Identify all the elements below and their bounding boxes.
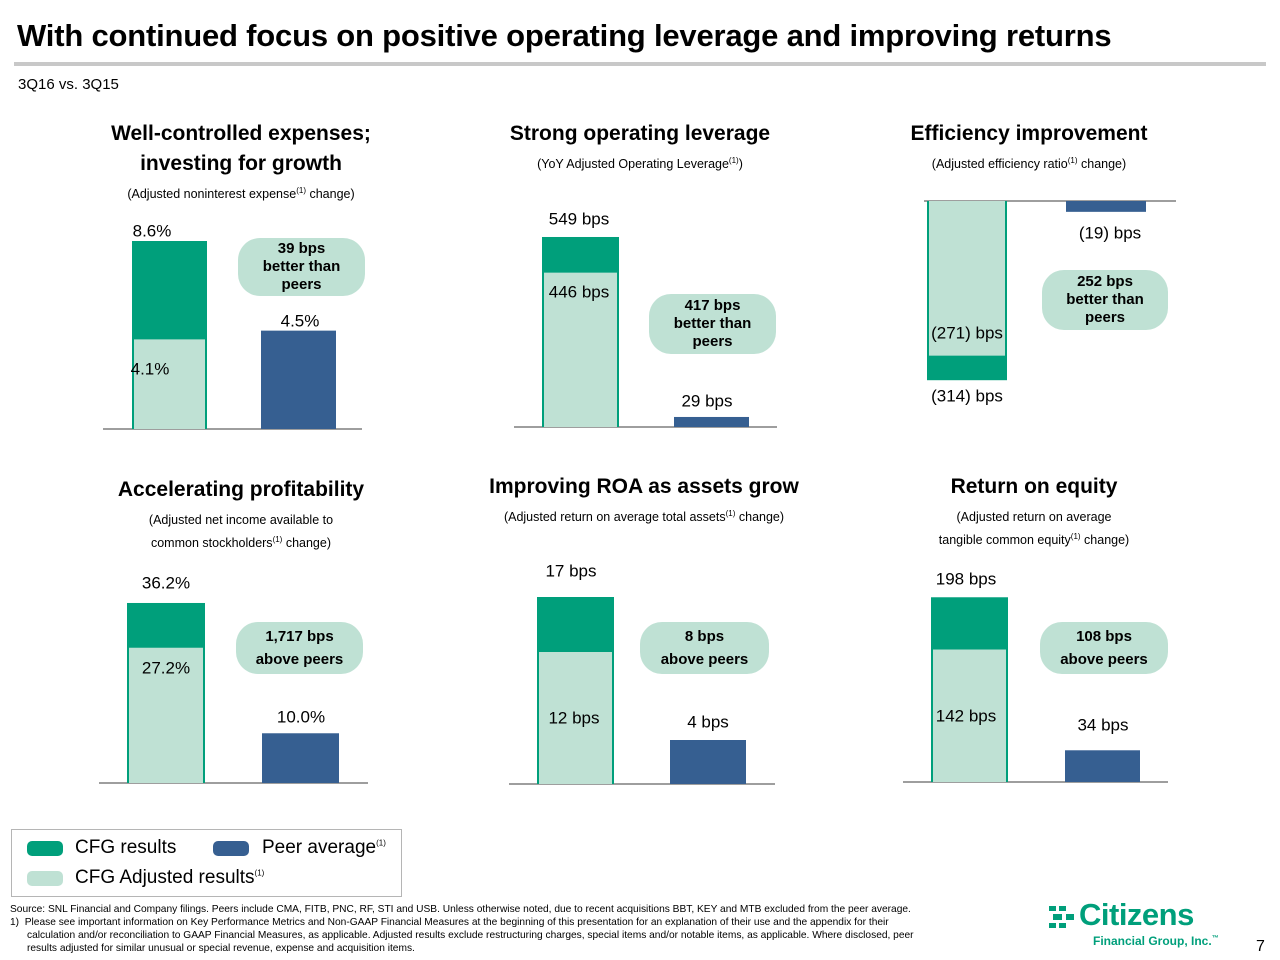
panel-title: Accelerating profitability: [0, 475, 491, 505]
title-divider: [14, 62, 1266, 66]
panel-subtitle-line: tangible common equity(1) change): [938, 532, 1130, 548]
legend-label-adjusted: CFG Adjusted results(1): [75, 867, 265, 888]
panel-subtitle: (Adjusted noninterest expense(1) change): [0, 181, 491, 204]
data-label-cfg-adjusted: 142 bps: [936, 706, 997, 725]
comparison-pill: 8 bps above peers: [640, 622, 769, 674]
legend-swatch-peer: [213, 841, 249, 856]
data-label-peer-average: 10.0%: [277, 707, 325, 726]
data-label-cfg-results: 17 bps: [545, 561, 596, 580]
comparison-pill: 252 bps better than peers: [1042, 270, 1168, 330]
pill-line: above peers: [660, 651, 749, 668]
legend-swatch-cfg: [27, 841, 63, 856]
pill-line: 252 bps: [1077, 273, 1133, 290]
bar-peer-average: [262, 733, 339, 783]
data-label-cfg-adjusted: (271) bps: [931, 323, 1003, 342]
bar-peer-average: [261, 330, 336, 429]
panel-title-line: Accelerating profitability: [117, 478, 365, 501]
citizens-logo-icon: [1049, 906, 1074, 928]
footnote-line: calculation and/or reconciliation to GAA…: [10, 930, 914, 941]
panel-subtitle-line: (Adjusted noninterest expense(1) change): [127, 186, 355, 202]
period-label: 3Q16 vs. 3Q15: [18, 76, 119, 93]
data-label-cfg-results: 198 bps: [936, 569, 997, 588]
panel-subtitle: (Adjusted return on average tangible comm…: [784, 504, 1280, 550]
comparison-pill: 108 bps above peers: [1040, 622, 1168, 674]
pill-line: 1,717 bps: [265, 628, 334, 645]
data-label-cfg-adjusted: 446 bps: [549, 282, 610, 301]
data-label-cfg-adjusted: 27.2%: [142, 658, 190, 677]
logo-wordmark: Citizens: [1079, 897, 1194, 932]
comparison-pill: 1,717 bps above peers: [236, 622, 363, 674]
panel-title: Strong operating leverage: [390, 119, 890, 149]
panel-title: Return on equity: [784, 472, 1280, 502]
pill-line: peers: [1084, 309, 1126, 326]
panel-title-line: Efficiency improvement: [910, 122, 1148, 145]
panel-subtitle: (Adjusted net income available to common …: [0, 507, 491, 553]
data-label-peer-average: 29 bps: [681, 391, 732, 410]
source-line: Source: SNL Financial and Company filing…: [10, 904, 911, 915]
data-label-cfg-results: (314) bps: [931, 386, 1003, 405]
panel-title-line: Well-controlled expenses;: [111, 122, 371, 145]
pill-line: 108 bps: [1076, 628, 1132, 645]
pill-line: better than: [1066, 291, 1144, 308]
page-number: 7: [1256, 938, 1265, 955]
panel-title-line: Improving ROA as assets grow: [489, 475, 799, 498]
slide-title: With continued focus on positive operati…: [17, 18, 1112, 53]
footnote-line: results adjusted for similar unusual or …: [10, 943, 415, 954]
panel-title-line: Strong operating leverage: [509, 122, 771, 145]
panel-title: Well-controlled expenses; investing for g…: [0, 119, 491, 179]
bar-cfg-adjusted: [933, 649, 1006, 782]
logo-subtitle: Financial Group, Inc.™: [1093, 934, 1219, 948]
bar-cfg-adjusted: [129, 647, 203, 783]
panel-subtitle-line: (Adjusted net income available to: [148, 513, 334, 528]
pill-line: peers: [281, 276, 322, 293]
data-label-peer-average: 4 bps: [687, 712, 729, 731]
legend-label-peer: Peer average(1): [262, 837, 386, 858]
panel-title-line: Return on equity: [950, 475, 1118, 498]
data-label-cfg-results: 8.6%: [133, 221, 172, 240]
data-label-cfg-results: 549 bps: [549, 209, 610, 228]
pill-line: above peers: [1060, 651, 1148, 668]
pill-line: 39 bps: [277, 240, 326, 257]
pill-line: 8 bps: [684, 628, 725, 645]
bar-peer-average: [1065, 750, 1140, 782]
panel-title-line: investing for growth: [140, 152, 342, 175]
panel-subtitle-line: (Adjusted efficiency ratio(1) change): [931, 156, 1127, 172]
pill-line: above peers: [255, 651, 344, 668]
pill-line: peers: [692, 333, 733, 350]
panel-subtitle-line: (YoY Adjusted Operating Leverage(1)): [537, 156, 743, 172]
data-label-cfg-results: 36.2%: [142, 573, 190, 592]
pill-line: better than: [673, 315, 752, 332]
panel-title: Improving ROA as assets grow: [394, 472, 894, 502]
data-label-peer-average: 4.5%: [281, 311, 320, 330]
legend-swatch-adjusted: [27, 871, 63, 886]
panel-subtitle-line: common stockholders(1) change): [150, 535, 331, 551]
source-footnotes: Source: SNL Financial and Company filing…: [10, 903, 1040, 955]
pill-line: 417 bps: [684, 297, 741, 314]
pill-line: better than: [262, 258, 341, 275]
data-label-cfg-adjusted: 4.1%: [131, 359, 170, 378]
panel-subtitle-line: (Adjusted return on average total assets…: [503, 509, 785, 525]
bar-cfg-adjusted: [929, 201, 1005, 356]
footnote-line: 1) Please see important information on K…: [10, 917, 889, 928]
panel-subtitle: (Adjusted return on average total assets…: [394, 504, 894, 527]
data-label-cfg-adjusted: 12 bps: [548, 708, 599, 727]
legend: CFG results Peer average(1) CFG Adjusted…: [11, 829, 402, 897]
legend-label-cfg: CFG results: [75, 837, 177, 858]
bar-cfg-adjusted: [544, 272, 617, 427]
bar-peer-average: [670, 740, 746, 784]
panel-subtitle-line: (Adjusted return on average: [956, 510, 1112, 525]
bar-peer-average: [1066, 201, 1146, 212]
panel-title: Efficiency improvement: [779, 119, 1279, 149]
comparison-pill: 417 bps better than peers: [649, 294, 776, 354]
data-label-peer-average: 34 bps: [1077, 715, 1128, 734]
bar-peer-average: [674, 416, 749, 427]
panel-subtitle: (YoY Adjusted Operating Leverage(1)): [390, 151, 890, 174]
comparison-pill: 39 bps better than peers: [238, 238, 365, 296]
panel-subtitle: (Adjusted efficiency ratio(1) change): [779, 151, 1279, 174]
bar-cfg-adjusted: [134, 339, 205, 429]
bar-cfg-adjusted: [539, 652, 612, 784]
data-label-peer-average: (19) bps: [1079, 223, 1141, 242]
